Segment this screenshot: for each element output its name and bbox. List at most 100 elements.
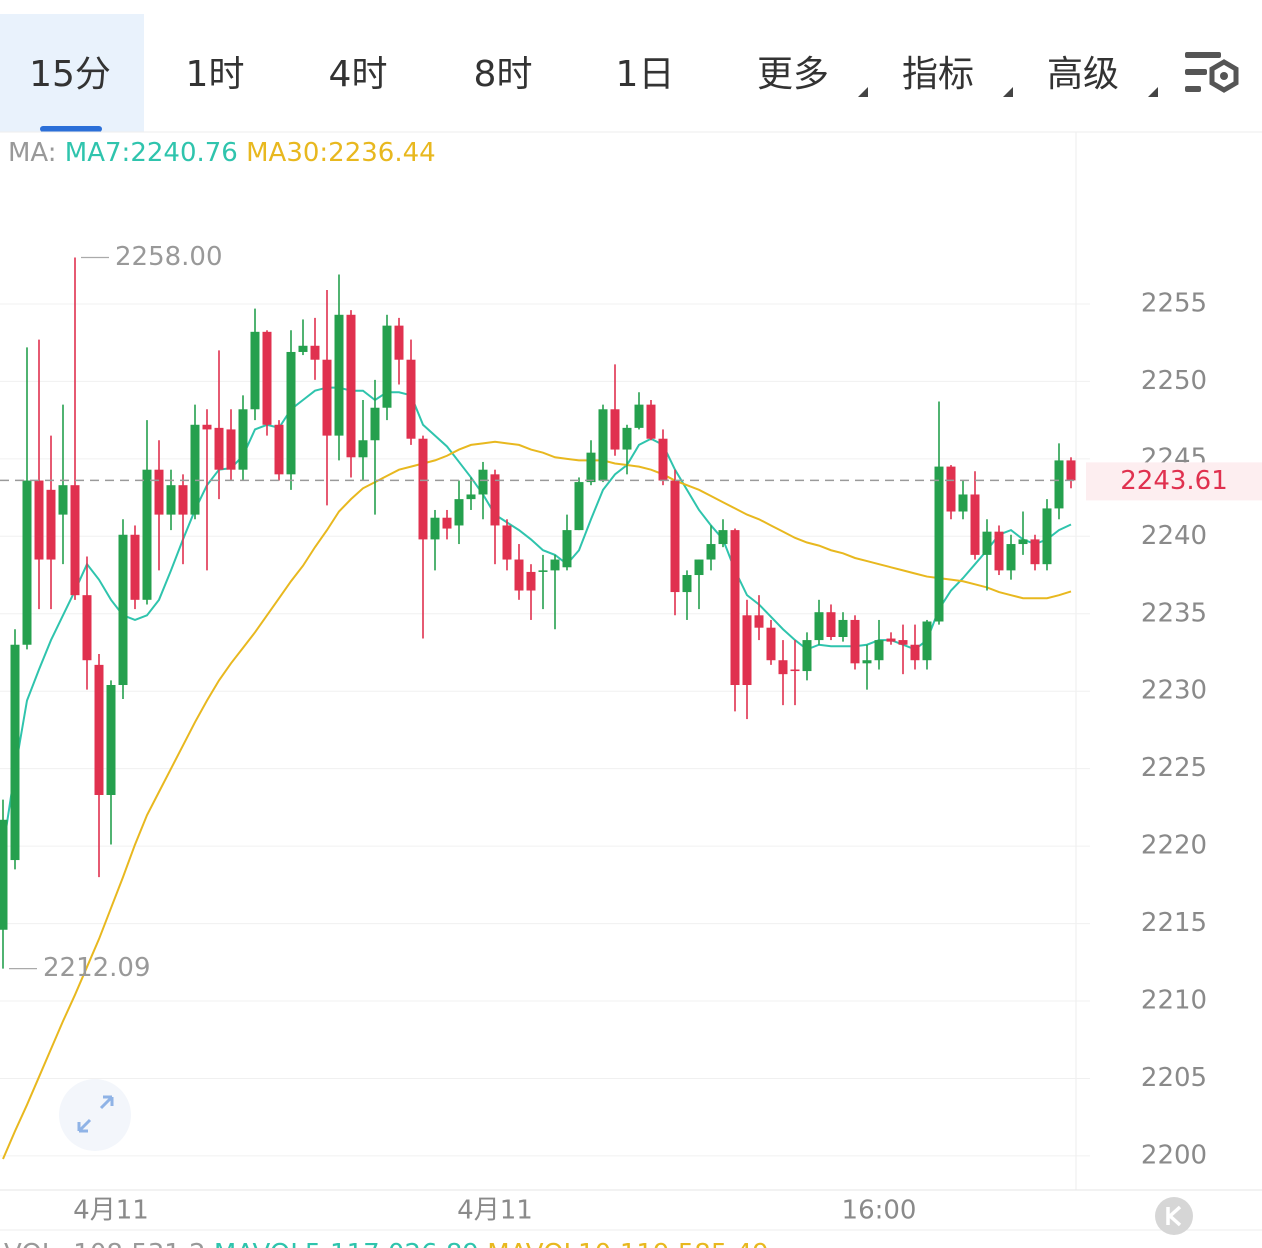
kline-button[interactable] bbox=[1155, 1197, 1193, 1235]
candle-body bbox=[670, 480, 680, 593]
timeframe-tabs: 15分 1时 4时 8时 1日 更多 指标 高级 bbox=[0, 14, 1158, 132]
candle-body bbox=[970, 494, 980, 555]
tab[interactable]: 4时 bbox=[329, 54, 388, 95]
candle-body bbox=[1006, 544, 1016, 571]
y-tick-label: 2220 bbox=[1141, 831, 1207, 861]
candle-body bbox=[910, 644, 920, 661]
candle-body bbox=[922, 621, 932, 661]
candle-body bbox=[886, 638, 896, 642]
candle-body bbox=[310, 345, 320, 360]
ma-line bbox=[2, 386, 1072, 850]
candle-body bbox=[598, 409, 608, 481]
settings-icon[interactable] bbox=[1185, 52, 1239, 93]
candle-body bbox=[826, 612, 836, 637]
tab[interactable]: 1时 bbox=[186, 54, 245, 95]
y-tick-label: 2200 bbox=[1141, 1140, 1207, 1170]
candle-body bbox=[874, 640, 884, 661]
candle-body bbox=[214, 427, 224, 470]
candle-body bbox=[646, 404, 656, 439]
y-tick-label: 2255 bbox=[1141, 288, 1207, 318]
expand-glyph bbox=[77, 1095, 114, 1133]
candle-body bbox=[610, 409, 620, 450]
tab[interactable]: 8时 bbox=[474, 54, 533, 95]
y-tick-label: 2225 bbox=[1141, 753, 1207, 783]
candle-body bbox=[262, 331, 272, 425]
y-tick-label: 2235 bbox=[1141, 598, 1207, 628]
tab[interactable]: 更多 bbox=[757, 54, 829, 95]
icon-bar bbox=[1185, 52, 1221, 58]
candle-body bbox=[754, 615, 764, 628]
icon-bar bbox=[1185, 69, 1207, 75]
y-tick-label: 2240 bbox=[1141, 521, 1207, 551]
candle-body bbox=[742, 615, 752, 686]
tab[interactable]: 指标 bbox=[902, 54, 974, 95]
candle-body bbox=[0, 819, 8, 930]
extreme-label: 2212.09 bbox=[43, 953, 151, 983]
candle-body bbox=[898, 640, 908, 645]
candle-body bbox=[814, 612, 824, 641]
active-tab-indicator bbox=[40, 126, 102, 132]
candle-body bbox=[802, 640, 812, 672]
candle-body bbox=[1066, 460, 1076, 481]
candle-body bbox=[238, 409, 248, 470]
button-bg bbox=[59, 1079, 131, 1151]
tab[interactable]: 高级 bbox=[1047, 54, 1119, 95]
y-tick-label: 2215 bbox=[1141, 908, 1207, 938]
candle-body bbox=[466, 494, 476, 500]
candle-body bbox=[358, 440, 368, 458]
mavol10-label: MAVOL10:119,585.49 bbox=[487, 1239, 769, 1248]
dropdown-caret bbox=[858, 87, 868, 97]
candle-body bbox=[946, 466, 956, 512]
candle-body bbox=[202, 424, 212, 430]
button-bg bbox=[1155, 1197, 1193, 1235]
candle-body bbox=[106, 685, 116, 795]
candle-body bbox=[766, 627, 776, 661]
candle-body bbox=[46, 489, 56, 560]
legend-entry: MA7:2240.76 bbox=[65, 138, 238, 168]
candle-body bbox=[118, 534, 128, 686]
x-tick-label: 16:00 bbox=[842, 1196, 917, 1226]
candle-body bbox=[958, 494, 968, 512]
candle-body bbox=[274, 424, 284, 475]
candle-body bbox=[34, 480, 44, 560]
y-tick-label: 2205 bbox=[1141, 1063, 1207, 1093]
candle-body bbox=[838, 619, 848, 637]
icon-dot bbox=[1220, 72, 1228, 80]
candle-body bbox=[634, 404, 644, 428]
ma-label: MA: bbox=[8, 138, 57, 168]
k-glyph bbox=[1166, 1205, 1182, 1227]
candle-body bbox=[730, 530, 740, 686]
candle-body bbox=[790, 669, 800, 672]
grid: 2200220522102215222022252230223522402245… bbox=[0, 288, 1207, 1226]
last-price-tag bbox=[1086, 462, 1262, 501]
candle-body bbox=[574, 482, 584, 531]
candle-body bbox=[298, 345, 308, 352]
volume-label: VOL: 108,531.2 bbox=[4, 1239, 206, 1248]
tab[interactable]: 15分 bbox=[29, 54, 111, 95]
candle-body bbox=[142, 469, 152, 600]
candle-body bbox=[982, 531, 992, 555]
candle-body bbox=[658, 438, 668, 481]
active-tab-bg bbox=[0, 14, 144, 132]
dropdown-caret bbox=[1003, 87, 1013, 97]
x-tick-label: 4月11 bbox=[73, 1196, 149, 1226]
tab[interactable]: 1日 bbox=[616, 54, 675, 95]
mavol5-label: MAVOL5:117,026.89 bbox=[214, 1239, 479, 1248]
candle-body bbox=[1030, 539, 1040, 565]
expand-button[interactable] bbox=[59, 1079, 131, 1151]
candle-body bbox=[346, 314, 356, 458]
candle-body bbox=[694, 559, 704, 576]
candle-body bbox=[394, 325, 404, 360]
last-price-label: 2243.61 bbox=[1120, 466, 1228, 496]
candle-body bbox=[490, 474, 500, 526]
volume-legend: VOL: 108,531.2 MAVOL5:117,026.89 MAVOL10… bbox=[4, 1239, 769, 1248]
ma-legend: MA: MA7:2240.76 MA30:2236.44 bbox=[8, 138, 436, 168]
candle-body bbox=[370, 407, 380, 441]
candle-body bbox=[406, 359, 416, 439]
candle-body bbox=[778, 660, 788, 675]
candle-body bbox=[550, 559, 560, 571]
candle-body bbox=[22, 480, 32, 645]
y-tick-label: 2250 bbox=[1141, 366, 1207, 396]
candle-body bbox=[94, 664, 104, 795]
